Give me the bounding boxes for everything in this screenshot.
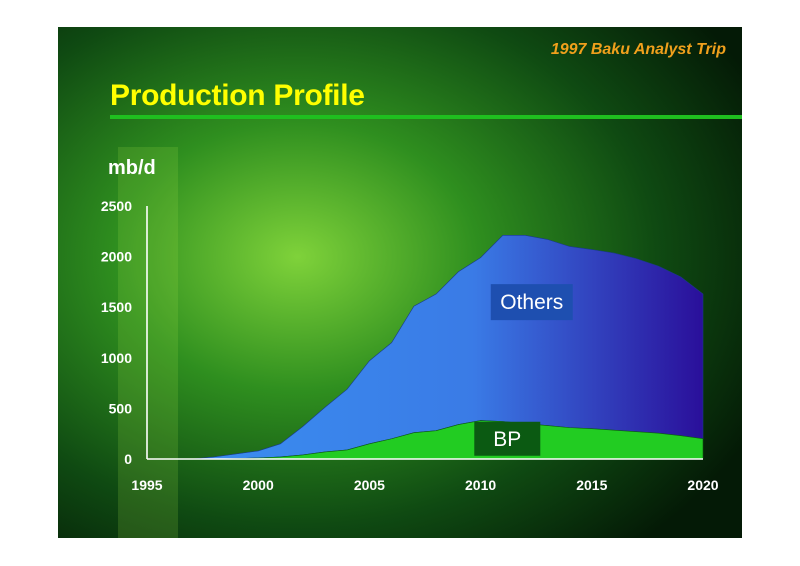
y-tick-label: 1000 [101,350,132,366]
x-tick-label: 2020 [687,477,718,493]
bp-series-label: BP [493,428,521,451]
y-tick-label: 500 [109,400,133,416]
bp-series-label-box [474,421,541,456]
y-tick-label: 1500 [101,299,132,315]
y-axis-unit-label: mb/d [108,157,156,179]
title-divider [110,115,742,119]
others-series-label: Others [500,291,563,314]
slide: 0 500 1000 1500 2000 2500 1995 2000 2005 2010 2015… [58,27,742,538]
y-tick-label: 2000 [101,249,132,265]
others-series-label-box [490,284,573,321]
x-tick-label: 2005 [354,477,385,493]
x-tick-label: 2015 [576,477,607,493]
y-tick-label: 0 [124,451,132,467]
x-tick-label: 1995 [131,477,162,493]
y-tick-label: 2500 [101,198,132,214]
background-glow [118,147,178,538]
presentation-subtitle: 1997 Baku Analyst Trip [550,41,726,58]
chart-canvas: 0 500 1000 1500 2000 2500 1995 2000 2005 2010 2015… [58,27,742,538]
page-title: Production Profile [110,79,365,112]
x-tick-label: 2010 [465,477,496,493]
bp-area [191,420,704,460]
x-tick-label: 2000 [243,477,274,493]
